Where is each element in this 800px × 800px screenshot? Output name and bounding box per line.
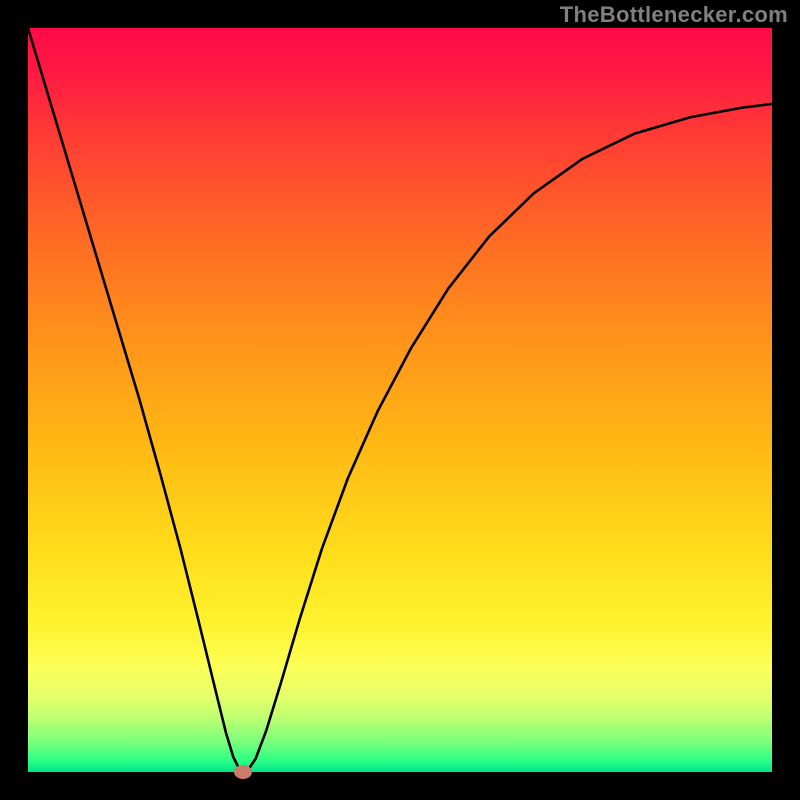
optimum-marker: [234, 765, 252, 779]
chart-container: TheBottlenecker.com: [0, 0, 800, 800]
bottleneck-chart: [0, 0, 800, 800]
watermark-text: TheBottlenecker.com: [560, 2, 788, 28]
